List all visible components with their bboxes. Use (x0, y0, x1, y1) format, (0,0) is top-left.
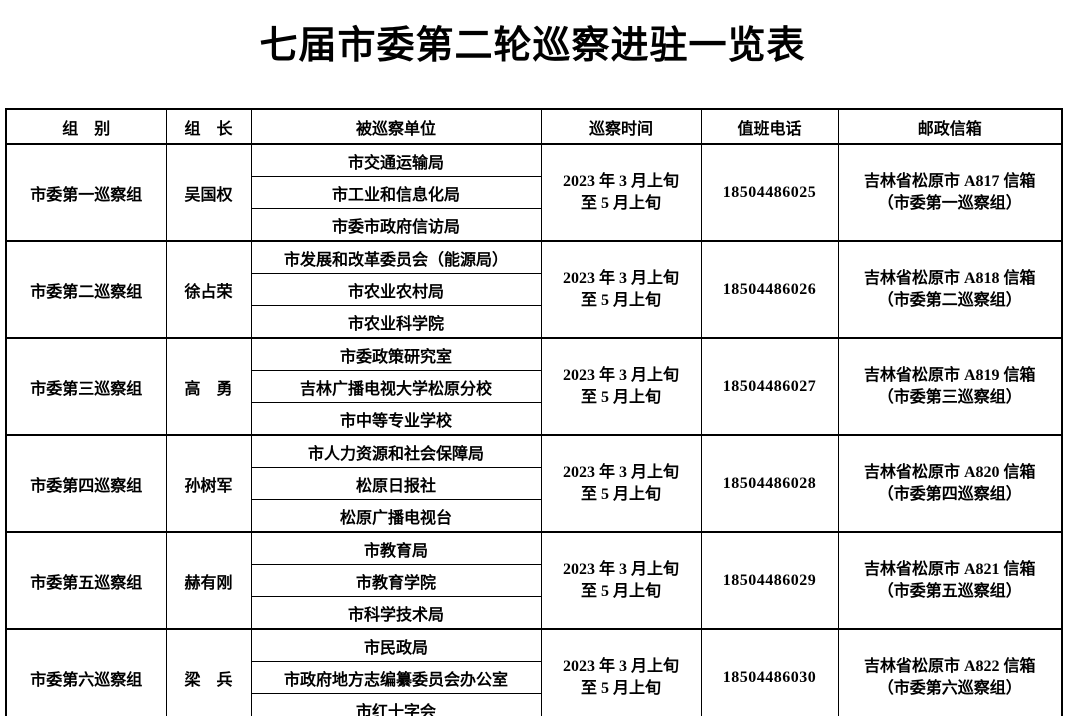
time-line-2: 至 5 月上旬 (580, 582, 661, 600)
time-line-1: 2023 年 3 月上旬 (562, 560, 679, 578)
duty-phone: 18504486029 (700, 531, 839, 630)
header-units: 被巡察单位 (250, 108, 542, 145)
inspected-unit: 松原广播电视台 (250, 499, 542, 533)
inspection-time: 2023 年 3 月上旬 至 5 月上旬 (540, 337, 702, 436)
postal-box: 吉林省松原市 A819 信箱 （市委第三巡察组） (837, 337, 1063, 436)
time-line-2: 至 5 月上旬 (580, 291, 661, 309)
inspected-unit: 市中等专业学校 (250, 402, 542, 436)
table-row: 市委第五巡察组 赫有刚 市教育局 2023 年 3 月上旬 至 5 月上旬 18… (5, 531, 1063, 630)
duty-phone: 18504486028 (700, 434, 839, 533)
group-name: 市委第四巡察组 (5, 434, 167, 533)
time-line-1: 2023 年 3 月上旬 (562, 366, 679, 384)
group-name: 市委第二巡察组 (5, 240, 167, 339)
table-row: 市工业和信息化局 (6, 176, 1062, 209)
inspected-unit: 市政府地方志编纂委员会办公室 (250, 661, 542, 694)
mailbox-line-2: （市委第二巡察组） (877, 291, 1022, 309)
mailbox-line-2: （市委第四巡察组） (877, 485, 1022, 503)
page-title: 七届市委第二轮巡察进驻一览表 (259, 25, 806, 67)
table-row: 市委第一巡察组 吴国权 市交通运输局 2023 年 3 月上旬 至 5 月上旬 … (5, 143, 1063, 242)
postal-box: 吉林省松原市 A818 信箱 （市委第二巡察组） (837, 240, 1063, 339)
group-leader: 赫有刚 (165, 531, 252, 630)
group-leader: 吴国权 (165, 143, 252, 242)
inspection-time: 2023 年 3 月上旬 至 5 月上旬 (540, 628, 702, 716)
table-row: 松原广播电视台 (6, 499, 1062, 533)
postal-box: 吉林省松原市 A822 信箱 （市委第六巡察组） (837, 628, 1063, 716)
inspected-unit: 市教育学院 (250, 564, 542, 597)
inspection-time: 2023 年 3 月上旬 至 5 月上旬 (540, 531, 702, 630)
time-line-2: 至 5 月上旬 (580, 388, 661, 406)
inspected-unit: 市民政局 (250, 628, 542, 662)
table-header-row: 组 别 组 长 被巡察单位 巡察时间 值班电话 邮政信箱 (5, 108, 1063, 145)
mailbox-line-1: 吉林省松原市 A817 信箱 (863, 172, 1036, 190)
postal-box: 吉林省松原市 A817 信箱 （市委第一巡察组） (837, 143, 1063, 242)
inspected-unit: 市委政策研究室 (250, 337, 542, 371)
group-name: 市委第三巡察组 (5, 337, 167, 436)
header-mailbox: 邮政信箱 (837, 108, 1063, 145)
postal-box: 吉林省松原市 A821 信箱 （市委第五巡察组） (837, 531, 1063, 630)
mailbox-line-1: 吉林省松原市 A822 信箱 (863, 657, 1036, 675)
header-phone: 值班电话 (700, 108, 839, 145)
group-leader: 徐占荣 (165, 240, 252, 339)
mailbox-line-2: （市委第六巡察组） (877, 679, 1022, 697)
inspection-time: 2023 年 3 月上旬 至 5 月上旬 (540, 434, 702, 533)
table-row: 吉林广播电视大学松原分校 (6, 370, 1062, 403)
inspection-roster-table: 组 别 组 长 被巡察单位 巡察时间 值班电话 邮政信箱 市委第一巡察组 吴国权… (5, 108, 1063, 716)
header-time: 巡察时间 (540, 108, 702, 145)
table-row: 市委第二巡察组 徐占荣 市发展和改革委员会（能源局） 2023 年 3 月上旬 … (5, 240, 1063, 339)
inspected-unit: 市教育局 (250, 531, 542, 565)
group-leader: 高 勇 (165, 337, 252, 436)
table-row: 市委第六巡察组 梁 兵 市民政局 2023 年 3 月上旬 至 5 月上旬 18… (5, 628, 1063, 716)
time-line-1: 2023 年 3 月上旬 (562, 657, 679, 675)
mailbox-line-2: （市委第五巡察组） (877, 582, 1022, 600)
duty-phone: 18504486030 (700, 628, 839, 716)
inspected-unit: 市工业和信息化局 (250, 176, 542, 209)
inspected-unit: 松原日报社 (250, 467, 542, 500)
time-line-1: 2023 年 3 月上旬 (562, 172, 679, 190)
postal-box: 吉林省松原市 A820 信箱 （市委第四巡察组） (837, 434, 1063, 533)
duty-phone: 18504486027 (700, 337, 839, 436)
table-row: 市农业农村局 (6, 273, 1062, 306)
mailbox-line-1: 吉林省松原市 A821 信箱 (863, 560, 1036, 578)
duty-phone: 18504486026 (700, 240, 839, 339)
group-name: 市委第五巡察组 (5, 531, 167, 630)
time-line-1: 2023 年 3 月上旬 (562, 463, 679, 481)
mailbox-line-1: 吉林省松原市 A819 信箱 (863, 366, 1036, 384)
inspected-unit: 市农业农村局 (250, 273, 542, 306)
inspected-unit: 市红十字会 (250, 693, 542, 716)
table-row: 松原日报社 (6, 467, 1062, 500)
inspected-unit: 市科学技术局 (250, 596, 542, 630)
table-row: 市红十字会 (6, 693, 1062, 716)
table-row: 市委第三巡察组 高 勇 市委政策研究室 2023 年 3 月上旬 至 5 月上旬… (5, 337, 1063, 436)
header-leader: 组 长 (165, 108, 252, 145)
table-row: 市委市政府信访局 (6, 208, 1062, 242)
inspected-unit: 市人力资源和社会保障局 (250, 434, 542, 468)
time-line-2: 至 5 月上旬 (580, 679, 661, 697)
header-group: 组 别 (5, 108, 167, 145)
inspection-time: 2023 年 3 月上旬 至 5 月上旬 (540, 240, 702, 339)
table-row: 市农业科学院 (6, 305, 1062, 339)
table-row: 市科学技术局 (6, 596, 1062, 630)
mailbox-line-1: 吉林省松原市 A820 信箱 (863, 463, 1036, 481)
inspected-unit: 市发展和改革委员会（能源局） (250, 240, 542, 274)
time-line-1: 2023 年 3 月上旬 (562, 269, 679, 287)
time-line-2: 至 5 月上旬 (580, 194, 661, 212)
group-leader: 孙树军 (165, 434, 252, 533)
group-name: 市委第六巡察组 (5, 628, 167, 716)
mailbox-line-2: （市委第一巡察组） (877, 194, 1022, 212)
mailbox-line-1: 吉林省松原市 A818 信箱 (863, 269, 1036, 287)
table-row: 市教育学院 (6, 564, 1062, 597)
inspected-unit: 市委市政府信访局 (250, 208, 542, 242)
mailbox-line-2: （市委第三巡察组） (877, 388, 1022, 406)
duty-phone: 18504486025 (700, 143, 839, 242)
time-line-2: 至 5 月上旬 (580, 485, 661, 503)
group-name: 市委第一巡察组 (5, 143, 167, 242)
inspected-unit: 吉林广播电视大学松原分校 (250, 370, 542, 403)
group-leader: 梁 兵 (165, 628, 252, 716)
inspection-time: 2023 年 3 月上旬 至 5 月上旬 (540, 143, 702, 242)
table-row: 市委第四巡察组 孙树军 市人力资源和社会保障局 2023 年 3 月上旬 至 5… (5, 434, 1063, 533)
table-row: 市中等专业学校 (6, 402, 1062, 436)
inspected-unit: 市交通运输局 (250, 143, 542, 177)
inspected-unit: 市农业科学院 (250, 305, 542, 339)
table-row: 市政府地方志编纂委员会办公室 (6, 661, 1062, 694)
